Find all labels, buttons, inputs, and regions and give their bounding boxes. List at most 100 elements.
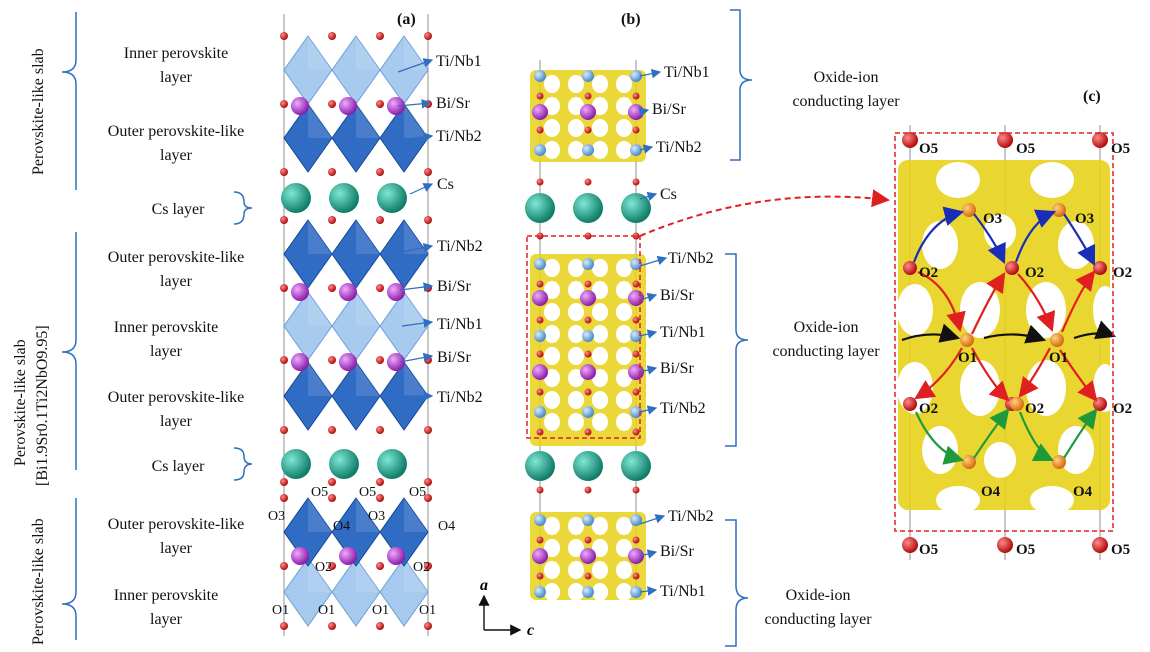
conducting-layer-label-1a: Oxide-ion xyxy=(814,69,879,86)
c-o2-6: O2 xyxy=(1113,401,1132,417)
atom-label-b-4: Cs xyxy=(660,186,677,203)
octahedron-facet xyxy=(356,292,380,326)
octahedron-facet xyxy=(404,104,428,138)
isosurface-hole xyxy=(616,347,632,365)
o2-atom xyxy=(1093,261,1107,275)
o-mobile-atom xyxy=(1052,455,1066,469)
o3-label-a2: O3 xyxy=(368,509,385,524)
bisr-atom xyxy=(291,283,309,301)
tinb-atom xyxy=(630,514,642,526)
o4-label-a2: O4 xyxy=(438,519,455,534)
atom-label-b-7: Ti/Nb1 xyxy=(660,324,706,341)
octahedron-facet xyxy=(308,36,332,70)
black-arrow xyxy=(983,324,1047,344)
layer-name-3: Cs layer xyxy=(152,201,206,218)
oxygen-atom xyxy=(584,536,592,544)
panel-c-structure xyxy=(897,125,1117,560)
bisr-atom xyxy=(339,283,357,301)
outer-octahedron xyxy=(283,103,333,173)
inner-octahedron xyxy=(331,557,381,627)
octahedron-body xyxy=(283,557,333,627)
octahedron-facet xyxy=(308,362,332,396)
oxygen-atom xyxy=(584,92,592,100)
octahedron-facet xyxy=(308,558,332,592)
bisr-atom xyxy=(628,548,644,564)
isosurface-hole xyxy=(544,391,560,409)
isosurface-hole xyxy=(592,303,608,321)
oxygen-atom xyxy=(632,536,640,544)
c-o5-bot-3: O5 xyxy=(1111,542,1130,558)
o1-label-a1: O1 xyxy=(272,603,289,618)
o1-label-a2: O1 xyxy=(318,603,335,618)
tinb-atom xyxy=(582,586,594,598)
bisr-atom xyxy=(339,97,357,115)
layer-name-2: Outer perovskite-like xyxy=(108,123,244,140)
oxygen-atom xyxy=(328,478,336,486)
oxygen-atom xyxy=(376,32,384,40)
octahedron-body xyxy=(283,103,333,173)
c-o2-5: O2 xyxy=(1025,401,1044,417)
cs-atom xyxy=(621,193,651,223)
c-o5-bot-1: O5 xyxy=(919,542,938,558)
cs-atom xyxy=(281,183,311,213)
bracket-slab-mid xyxy=(61,232,77,470)
inner-octahedron xyxy=(331,35,381,105)
tinb-atom xyxy=(630,586,642,598)
oxygen-atom xyxy=(536,350,544,358)
o1-label-a3: O1 xyxy=(372,603,389,618)
c-o3-1: O3 xyxy=(983,211,1002,227)
oxygen-atom xyxy=(424,562,432,570)
isosurface-hole xyxy=(568,347,584,365)
o5-label-a3: O5 xyxy=(409,485,426,500)
bisr-atom xyxy=(580,290,596,306)
isosurface-hole xyxy=(568,583,584,601)
isosurface-hole xyxy=(897,284,933,336)
octahedron-facet xyxy=(356,36,380,70)
isosurface-block xyxy=(530,254,646,446)
oxygen-atom xyxy=(280,494,288,502)
oxygen-atom xyxy=(376,478,384,486)
c-o5-bot-2: O5 xyxy=(1016,542,1035,558)
atom-label-a-3: Ti/Nb2 xyxy=(436,128,482,145)
oxygen-atom xyxy=(632,428,640,436)
octahedron-facet xyxy=(404,362,428,396)
layer-name-6b: layer xyxy=(160,413,193,430)
bisr-atom xyxy=(532,548,548,564)
axis-label-c: c xyxy=(527,622,534,639)
oxygen-atom xyxy=(280,32,288,40)
tinb-atom xyxy=(534,144,546,156)
octahedron-body xyxy=(379,103,429,173)
isosurface-hole xyxy=(592,583,608,601)
oxygen-atom xyxy=(424,426,432,434)
oxygen-atom xyxy=(328,622,336,630)
panel-b-structure xyxy=(525,60,651,601)
o-mobile-atom xyxy=(1010,397,1024,411)
atom-label-b-3: Ti/Nb2 xyxy=(656,139,702,156)
c-o4-2: O4 xyxy=(1073,484,1093,500)
tinb-atom xyxy=(534,258,546,270)
bisr-atom xyxy=(580,104,596,120)
isosurface-hole xyxy=(544,539,560,557)
oxygen-atom xyxy=(328,426,336,434)
atom-label-a-5: Ti/Nb2 xyxy=(437,238,483,255)
zoom-connector-arrow xyxy=(639,189,890,237)
isosurface-hole xyxy=(616,325,632,343)
oxygen-atom xyxy=(536,536,544,544)
layer-name-5b: layer xyxy=(150,343,183,360)
oxygen-atom xyxy=(376,168,384,176)
octahedron-facet xyxy=(404,558,428,592)
isosurface-hole xyxy=(544,119,560,137)
oxygen-atom xyxy=(328,168,336,176)
layer-name-4: Outer perovskite-like xyxy=(108,249,244,266)
atom-label-a-2: Bi/Sr xyxy=(436,95,470,112)
panel-c-labels: O5 O5 O5 O3 O3 O2 O2 O2 O1 O1 O2 O2 O2 O… xyxy=(919,141,1132,558)
oxygen-atom xyxy=(376,426,384,434)
cs-atom xyxy=(281,449,311,479)
outer-octahedron xyxy=(331,103,381,173)
inner-octahedron xyxy=(331,291,381,361)
isosurface-hole xyxy=(592,281,608,299)
slab-label-bottom: Perovskite-like slab xyxy=(30,518,47,645)
layer-name-4b: layer xyxy=(160,273,193,290)
bisr-atom xyxy=(291,353,309,371)
